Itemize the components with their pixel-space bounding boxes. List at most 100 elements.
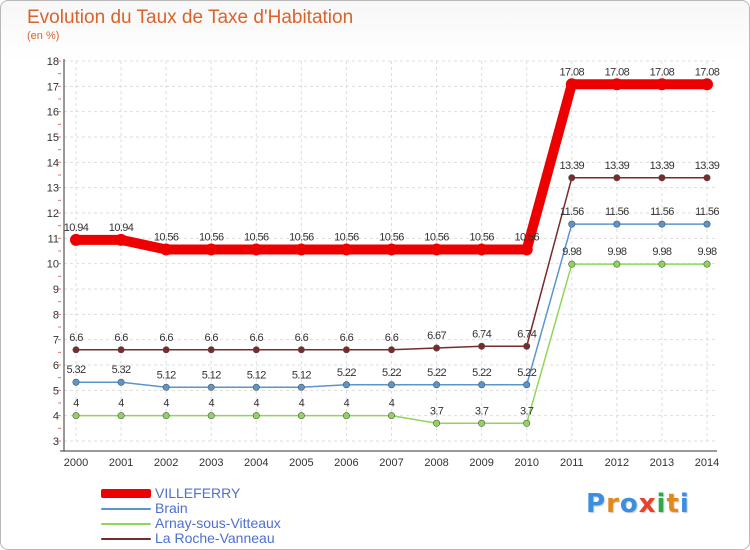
- data-label: 4: [118, 398, 124, 410]
- x-tick-label: 2000: [64, 457, 88, 469]
- data-point: [117, 346, 125, 354]
- data-point: [701, 78, 713, 91]
- data-label: 5.22: [472, 367, 491, 379]
- y-tick-label: 15: [47, 132, 59, 144]
- y-tick-label: 17: [47, 81, 59, 93]
- y-tick-label: 14: [47, 157, 59, 169]
- data-label: 10.56: [244, 231, 269, 243]
- data-label: 5.12: [247, 369, 266, 381]
- data-point: [342, 346, 350, 354]
- x-tick-label: 2002: [154, 457, 178, 469]
- data-label: 6.6: [340, 332, 354, 344]
- data-point: [252, 412, 260, 420]
- data-point: [565, 78, 578, 91]
- legend-swatch: [101, 489, 151, 498]
- data-point: [72, 378, 80, 386]
- data-point: [703, 220, 711, 228]
- data-point: [207, 412, 215, 420]
- data-label: 11.56: [605, 206, 629, 218]
- x-tick-label: 2010: [514, 457, 538, 469]
- y-tick-label: 9: [53, 284, 59, 296]
- data-point: [478, 342, 486, 350]
- data-point: [252, 383, 260, 391]
- y-tick-label: 16: [47, 107, 59, 119]
- x-tick-label: 2007: [379, 457, 403, 469]
- data-label: 4: [299, 398, 305, 410]
- data-point: [297, 346, 305, 354]
- data-point: [433, 419, 441, 427]
- data-point: [613, 174, 621, 182]
- data-point: [568, 220, 576, 228]
- data-point: [117, 378, 125, 386]
- x-tick-label: 2009: [469, 457, 493, 469]
- data-point: [520, 243, 533, 256]
- legend-swatch: [101, 507, 151, 510]
- data-label: 17.08: [560, 66, 585, 78]
- data-label: 6.6: [159, 332, 173, 344]
- data-label: 10.56: [334, 231, 359, 243]
- data-label: 9.98: [697, 246, 716, 258]
- x-tick-label: 2011: [560, 457, 584, 469]
- chart-title: Evolution du Taux de Taxe d'Habitation: [27, 7, 354, 28]
- data-point: [205, 243, 218, 256]
- data-point: [613, 220, 621, 228]
- data-point: [250, 243, 263, 256]
- legend-label: La Roche-Vanneau: [155, 530, 275, 546]
- y-tick-label: 13: [47, 183, 59, 195]
- data-label: 6.6: [114, 332, 128, 344]
- x-tick-label: 2006: [334, 457, 358, 469]
- data-label: 5.32: [66, 364, 85, 376]
- y-tick-label: 10: [47, 259, 59, 271]
- chart-subtitle: (en %): [27, 30, 60, 42]
- data-point: [342, 412, 350, 420]
- data-label: 9.98: [607, 246, 626, 258]
- data-point: [207, 346, 215, 354]
- data-label: 4: [208, 398, 214, 410]
- data-label: 3.7: [520, 405, 534, 417]
- data-label: 17.08: [605, 66, 630, 78]
- y-tick-label: 6: [53, 360, 59, 372]
- data-point: [568, 174, 576, 182]
- data-point: [658, 260, 666, 268]
- data-label: 9.98: [562, 246, 581, 258]
- proxiti-logo: Proxiti: [586, 489, 690, 519]
- data-label: 6.6: [385, 332, 399, 344]
- y-tick-label: 18: [47, 56, 59, 68]
- data-label: 13.39: [650, 160, 675, 172]
- data-point: [610, 78, 623, 91]
- x-tick-label: 2004: [244, 457, 268, 469]
- data-label: 5.32: [112, 364, 131, 376]
- data-label: 6.6: [295, 332, 309, 344]
- data-label: 5.12: [157, 369, 176, 381]
- y-tick-label: 12: [47, 208, 59, 220]
- data-point: [160, 243, 173, 256]
- y-tick-label: 3: [53, 436, 59, 448]
- data-label: 17.08: [695, 66, 720, 78]
- data-point: [475, 243, 488, 256]
- data-label: 10.56: [154, 231, 179, 243]
- data-label: 6.6: [250, 332, 264, 344]
- data-point: [295, 243, 308, 256]
- data-label: 13.39: [560, 160, 585, 172]
- data-point: [72, 346, 80, 354]
- data-point: [162, 346, 170, 354]
- data-label: 4: [254, 398, 260, 410]
- data-point: [523, 342, 531, 350]
- legend-label: Arnay-sous-Vitteaux: [155, 515, 281, 531]
- legend-swatch: [101, 537, 151, 540]
- data-point: [387, 412, 395, 420]
- data-point: [297, 383, 305, 391]
- data-point: [340, 243, 353, 256]
- data-label: 11.56: [695, 206, 719, 218]
- data-point: [613, 260, 621, 268]
- data-point: [478, 381, 486, 389]
- y-tick-label: 11: [48, 233, 59, 245]
- data-label: 4: [389, 398, 395, 410]
- y-tick-label: 8: [53, 309, 59, 321]
- data-label: 6.67: [427, 330, 446, 342]
- data-point: [162, 412, 170, 420]
- data-point: [430, 243, 443, 256]
- data-point: [297, 412, 305, 420]
